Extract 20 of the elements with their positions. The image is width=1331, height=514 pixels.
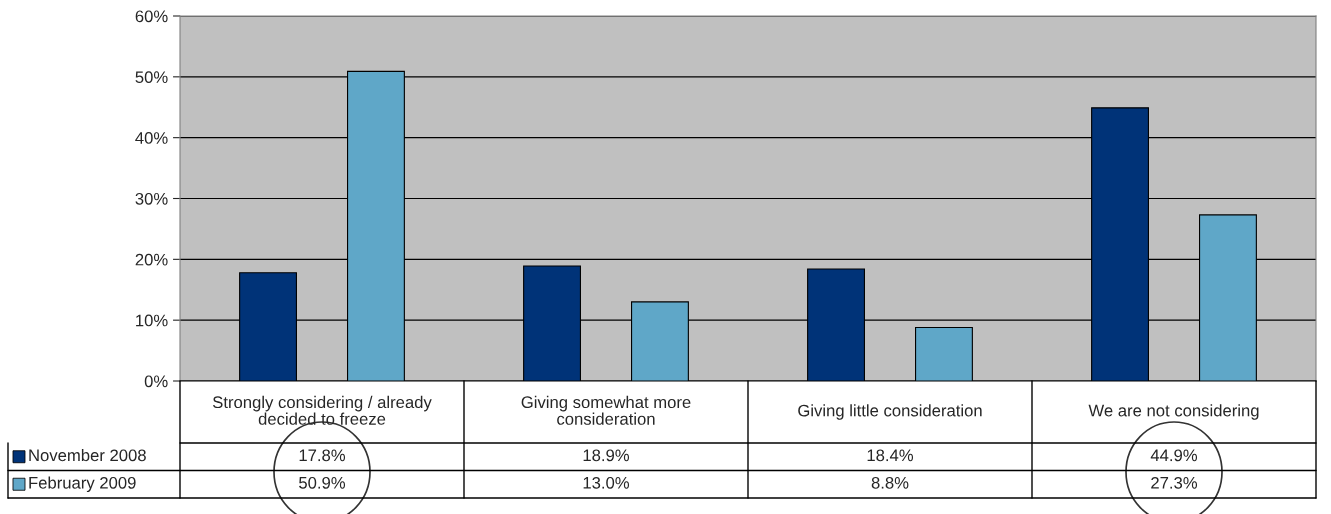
data-label: 50.9% [299,476,346,489]
legend-label: February 2009 [29,476,136,493]
y-tick-label: 60% [135,10,168,23]
data-label: 8.8% [871,476,909,489]
legend-label: November 2008 [29,448,146,462]
x-tick-label: We are not considering [1088,404,1259,420]
y-tick-label: 20% [135,253,168,266]
x-tick-label: Giving somewhat more consideration [521,395,691,425]
data-label: 17.8% [299,449,346,462]
data-label: 44.9% [1150,449,1198,462]
y-tick-label: 10% [136,314,168,327]
data-label: 18.4% [867,449,914,462]
y-tick-label: 40% [135,132,168,144]
y-tick-label: 0% [144,375,168,388]
x-tick-label: Giving little consideration [798,404,982,420]
y-tick-label: 30% [135,192,168,205]
data-label: 27.3% [1151,476,1198,489]
data-label: 13.0% [583,476,630,489]
data-label: 18.9% [583,449,630,462]
y-tick-label: 50% [135,71,168,84]
